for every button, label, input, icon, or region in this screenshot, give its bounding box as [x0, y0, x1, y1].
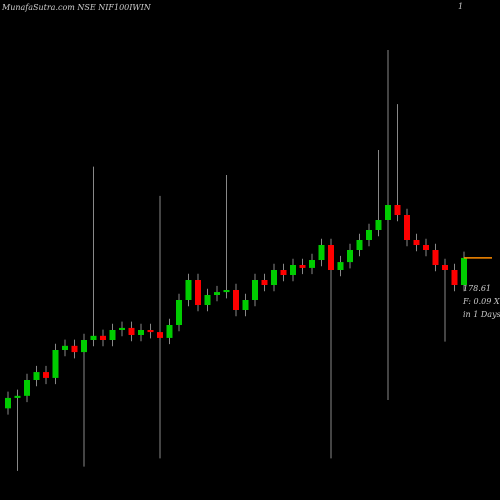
candle-body: [214, 292, 220, 295]
factor-label: F: 0.09 X: [462, 297, 500, 306]
candle-body: [185, 280, 192, 300]
candle-body: [81, 340, 87, 353]
candle-body: [271, 270, 277, 285]
candle-body: [404, 215, 410, 240]
candle-body: [347, 250, 353, 263]
candle-body: [261, 280, 268, 285]
chart-title: MunafaSutra.com NSE NIF100IWIN: [1, 3, 152, 12]
candle-body: [138, 330, 144, 335]
candle-body: [423, 245, 429, 250]
candle-body: [394, 205, 401, 215]
candle-body: [318, 245, 325, 260]
candle-body: [299, 265, 306, 268]
candle-body: [280, 270, 287, 275]
candle-body: [413, 240, 420, 245]
candle-body: [442, 265, 448, 270]
period-label: in 1 Days: [463, 310, 500, 319]
candle-body: [62, 345, 68, 350]
candle-body: [242, 300, 249, 310]
candle-body: [290, 265, 296, 275]
candle-body: [5, 397, 11, 409]
candle-body: [309, 260, 315, 268]
candle-body: [166, 325, 173, 338]
candle-body: [375, 220, 382, 230]
candle-body: [385, 205, 391, 220]
candle-body: [24, 380, 30, 396]
candle-body: [366, 230, 372, 240]
candle-body: [451, 270, 458, 285]
candle-body: [43, 372, 49, 378]
candle-body: [100, 335, 106, 340]
candle-body: [14, 395, 21, 398]
candle-body: [52, 350, 59, 378]
candle-body: [252, 280, 258, 300]
candle-body: [461, 257, 467, 285]
candle-body: [337, 262, 344, 270]
corner-label: 1: [458, 2, 463, 11]
candle-body: [176, 300, 182, 325]
candle-body: [147, 330, 154, 333]
candle-body: [157, 332, 163, 338]
candle-body: [328, 245, 334, 270]
candle-body: [33, 372, 40, 380]
candle-body: [109, 330, 116, 340]
candle-body: [119, 327, 125, 330]
candle-body: [223, 290, 230, 293]
candle-body: [195, 280, 201, 305]
last-price: 178.61: [463, 284, 491, 293]
candle-body: [128, 327, 135, 335]
candle-body: [90, 335, 97, 340]
candle-body: [233, 290, 239, 310]
candle-body: [432, 250, 439, 265]
candle-body: [204, 295, 211, 305]
candle-body: [71, 345, 78, 353]
candle-body: [356, 240, 363, 250]
